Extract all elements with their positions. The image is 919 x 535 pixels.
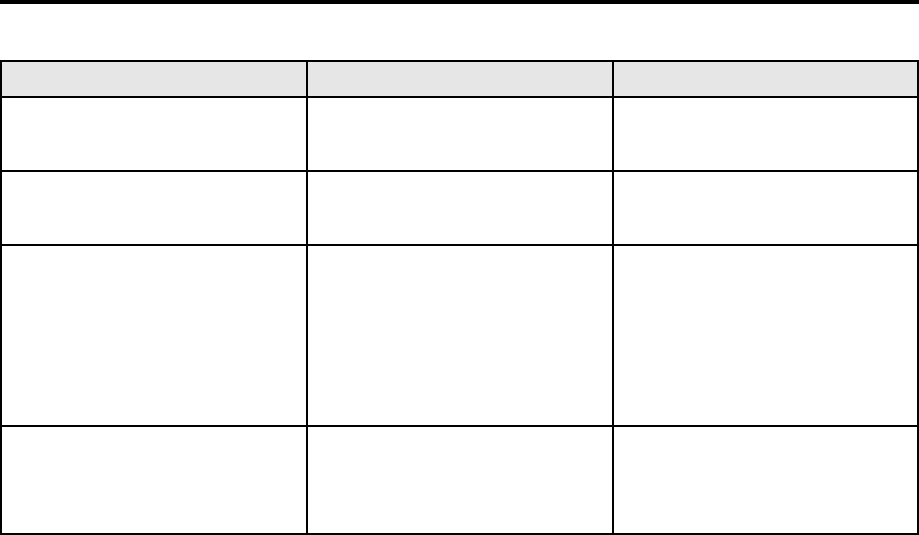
header-cell — [0, 60, 308, 98]
header-cell — [612, 60, 919, 98]
table-cell — [0, 425, 308, 535]
top-rule — [0, 0, 919, 4]
table-cell — [612, 425, 919, 535]
table-row — [0, 425, 919, 535]
table-cell — [306, 244, 614, 427]
table-row — [0, 244, 919, 427]
table-cell — [612, 244, 919, 427]
table-cell — [306, 96, 614, 172]
table-cell — [0, 170, 308, 246]
table-cell — [0, 96, 308, 172]
header-cell — [306, 60, 614, 98]
table-row — [0, 170, 919, 246]
table-cell — [306, 170, 614, 246]
table-header-row — [0, 60, 919, 98]
table-row — [0, 96, 919, 172]
table-cell — [306, 425, 614, 535]
table-cell — [612, 170, 919, 246]
empty-table — [0, 60, 919, 535]
table-cell — [0, 244, 308, 427]
table-cell — [612, 96, 919, 172]
